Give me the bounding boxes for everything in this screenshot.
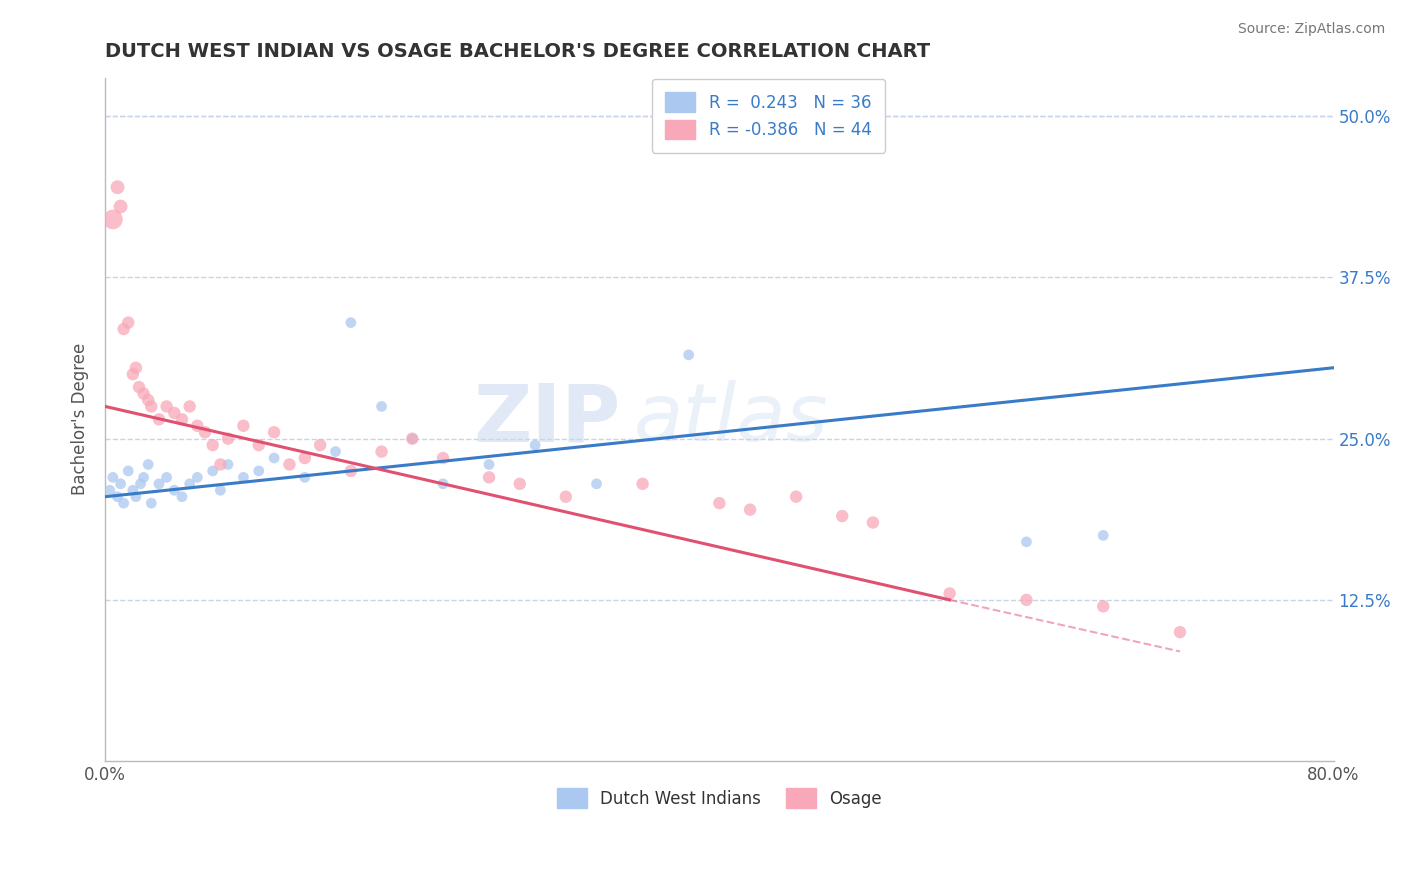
Point (325, 444, 347, 458)
Point (524, 438, 547, 452)
Point (201, 438, 224, 452)
Point (136, 458, 159, 472)
Point (401, 432, 423, 446)
Point (247, 438, 270, 452)
Point (232, 470, 254, 484)
Point (121, 368, 143, 382)
Point (179, 476, 201, 491)
Point (107, 180, 129, 194)
Point (370, 444, 392, 458)
Text: Source: ZipAtlas.com: Source: ZipAtlas.com (1237, 22, 1385, 37)
Point (110, 476, 132, 491)
Point (117, 316, 139, 330)
Point (101, 212, 124, 227)
Point (862, 516, 884, 530)
Text: atlas: atlas (633, 380, 828, 458)
Point (247, 464, 270, 478)
Point (107, 490, 129, 504)
Point (141, 400, 163, 414)
Point (340, 464, 363, 478)
Text: DUTCH WEST INDIAN VS OSAGE BACHELOR'S DEGREE CORRELATION CHART: DUTCH WEST INDIAN VS OSAGE BACHELOR'S DE… (105, 42, 931, 61)
Point (294, 470, 316, 484)
Point (163, 483, 186, 498)
Point (132, 386, 155, 401)
Legend: Dutch West Indians, Osage: Dutch West Indians, Osage (550, 781, 889, 814)
Point (148, 476, 170, 491)
Point (232, 418, 254, 433)
Text: ZIP: ZIP (474, 380, 621, 458)
Point (554, 490, 576, 504)
Point (148, 412, 170, 426)
Point (201, 464, 224, 478)
Point (785, 490, 807, 504)
Point (170, 412, 193, 426)
Point (217, 432, 239, 446)
Point (121, 483, 143, 498)
Point (1092, 599, 1115, 614)
Point (156, 400, 179, 414)
Point (432, 450, 454, 465)
Point (509, 476, 531, 491)
Point (340, 316, 363, 330)
Point (938, 586, 960, 600)
Point (263, 450, 285, 465)
Point (125, 490, 148, 504)
Point (163, 406, 186, 420)
Point (1168, 625, 1191, 640)
Point (128, 380, 150, 394)
Point (117, 464, 139, 478)
Point (278, 458, 301, 472)
Point (831, 509, 853, 524)
Point (136, 392, 159, 407)
Point (186, 470, 208, 484)
Point (709, 496, 731, 510)
Point (110, 200, 132, 214)
Point (585, 476, 607, 491)
Point (125, 360, 148, 375)
Point (170, 490, 193, 504)
Point (141, 496, 163, 510)
Point (294, 450, 316, 465)
Point (432, 476, 454, 491)
Point (738, 502, 761, 516)
Point (478, 458, 501, 472)
Point (101, 470, 124, 484)
Point (263, 425, 285, 440)
Point (1015, 534, 1038, 549)
Point (129, 476, 152, 491)
Y-axis label: Bachelor's Degree: Bachelor's Degree (72, 343, 89, 495)
Point (401, 432, 423, 446)
Point (194, 425, 217, 440)
Point (132, 470, 155, 484)
Point (1092, 528, 1115, 542)
Point (98, 483, 121, 498)
Point (156, 470, 179, 484)
Point (1015, 593, 1038, 607)
Point (370, 400, 392, 414)
Point (478, 470, 501, 484)
Point (631, 476, 654, 491)
Point (186, 418, 208, 433)
Point (179, 400, 201, 414)
Point (678, 348, 700, 362)
Point (209, 483, 232, 498)
Point (217, 458, 239, 472)
Point (309, 438, 332, 452)
Point (209, 458, 232, 472)
Point (112, 322, 135, 336)
Point (112, 496, 135, 510)
